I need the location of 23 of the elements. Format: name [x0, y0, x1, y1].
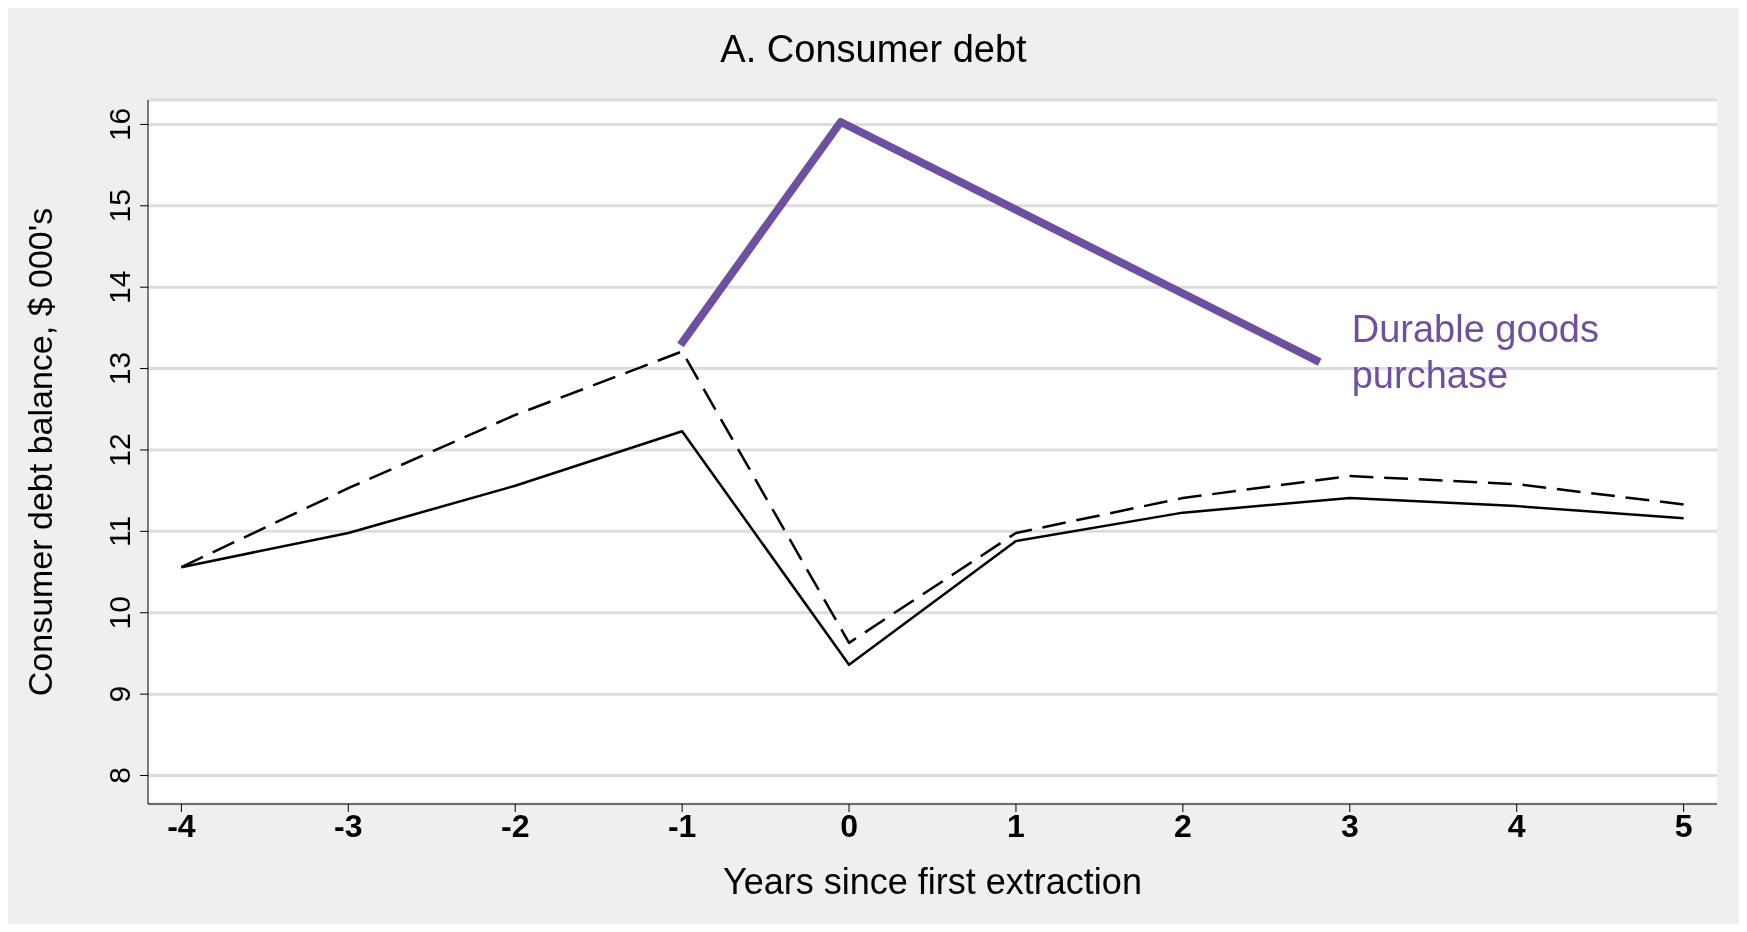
y-tick-label: 13	[103, 351, 136, 386]
y-tick-label: 11	[103, 515, 136, 547]
y-tick-label: 9	[103, 685, 136, 703]
x-axis-title: Years since first extraction	[723, 861, 1142, 902]
chart-title: A. Consumer debt	[719, 28, 1028, 71]
y-axis-title: Consumer debt balance, $ 000's	[21, 207, 60, 697]
y-tick-label: 12	[103, 433, 136, 467]
y-tick-label: 16	[103, 107, 136, 142]
series-label: Durable goods purchase	[1351, 308, 1599, 397]
x-tick-label: -2	[500, 807, 530, 844]
x-tick-label: 3	[1340, 807, 1359, 844]
x-tick-label: 2	[1173, 807, 1192, 844]
x-tick-label: 4	[1507, 807, 1526, 844]
y-tick-label: 15	[103, 189, 136, 223]
y-tick-label: 10	[103, 596, 136, 630]
y-tick-label: 14	[103, 270, 136, 304]
x-tick-label: -4	[167, 807, 196, 844]
x-tick-label: 0	[840, 807, 858, 844]
y-tick-label: 8	[103, 767, 136, 784]
x-tick-label: -3	[334, 807, 363, 844]
x-tick-label: -1	[667, 807, 697, 844]
x-tick-label: 5	[1674, 807, 1693, 844]
x-tick-label: 1	[1007, 807, 1025, 844]
